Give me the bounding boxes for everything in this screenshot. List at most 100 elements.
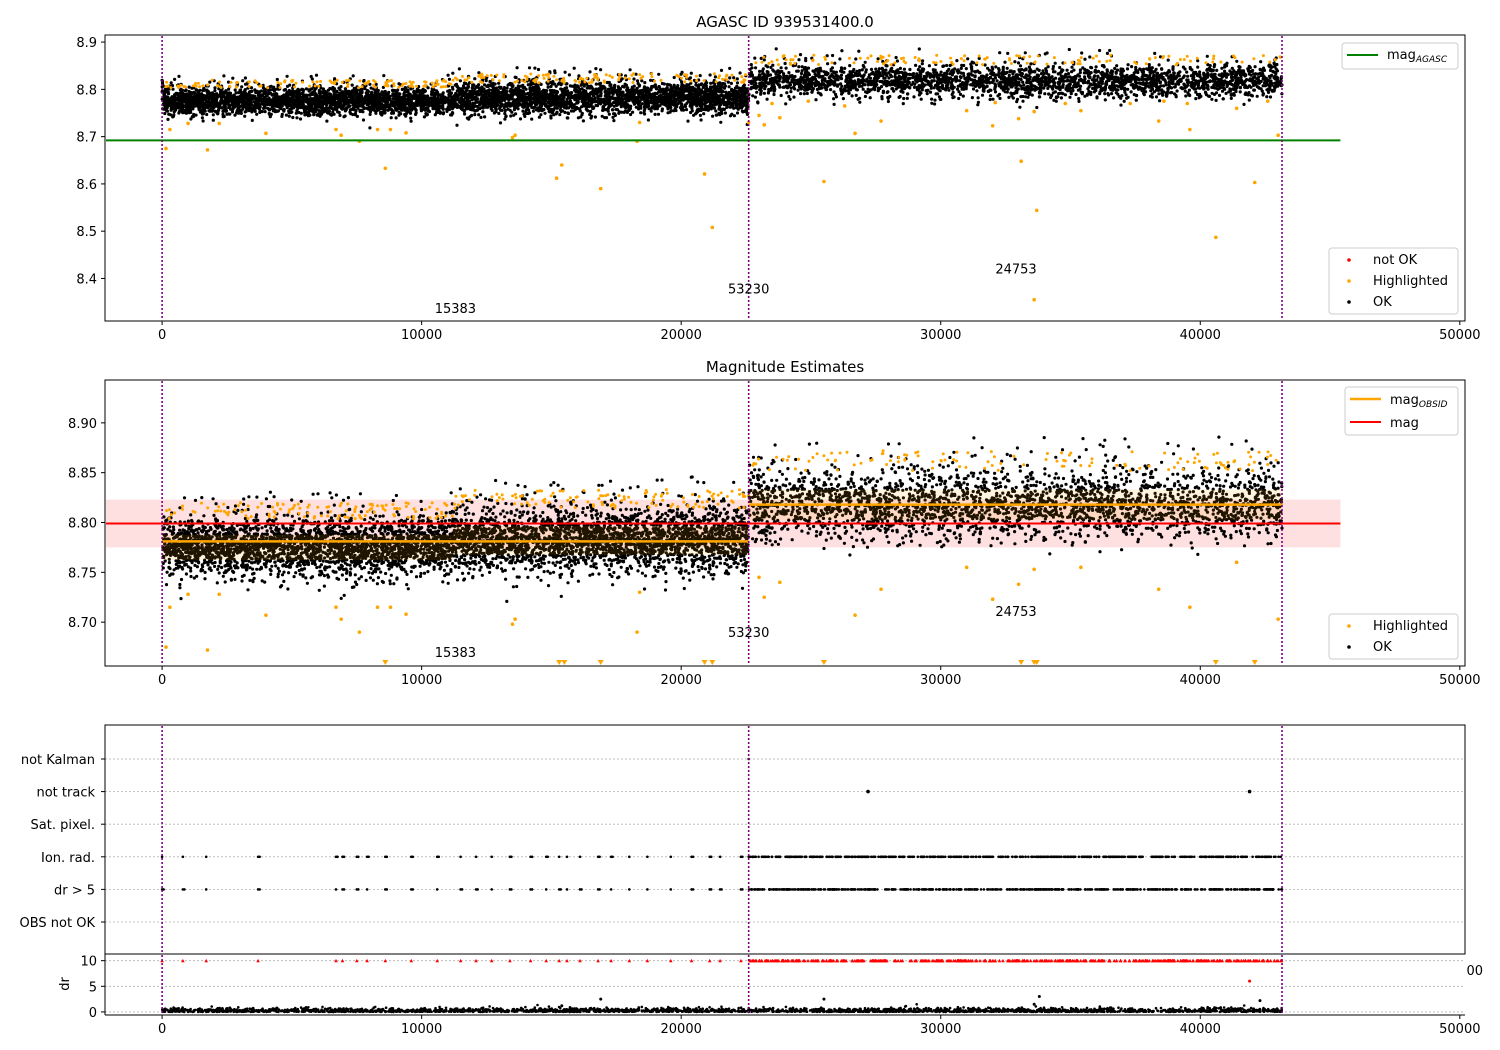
panel2-legend-mag: mag xyxy=(1390,416,1419,431)
panel1-title: AGASC ID 939531400.0 xyxy=(696,13,874,31)
highlighted-point xyxy=(1016,582,1021,587)
highlighted-point xyxy=(554,176,559,181)
agasc-magnitude-panel: AGASC ID 939531400.0 15383 53230 24753 0 10… xyxy=(76,13,1480,343)
panel1-legend-mag-agasc: mag xyxy=(1387,48,1416,63)
highlighted-point xyxy=(1016,116,1021,121)
below-range-marker xyxy=(1251,660,1258,665)
highlighted-point xyxy=(1188,127,1192,132)
highlighted-point xyxy=(510,622,515,626)
highlighted-point xyxy=(1128,101,1132,106)
panel4-x-axis: 0 10000 20000 30000 40000 50000 xyxy=(158,1015,1480,1037)
panel4-dr-points xyxy=(160,958,1284,1014)
highlighted-point xyxy=(513,617,517,621)
flags-panel: OBS not OK dr > 5 Ion. rad. Sat. pixel. not … xyxy=(20,724,1466,955)
below-range-marker xyxy=(561,660,568,665)
panel1-legend-mag-agasc-sub: AGASC xyxy=(1415,55,1448,65)
y-tick-label: 10 xyxy=(80,955,97,970)
below-range-marker xyxy=(1212,660,1219,665)
dr-outlier-point xyxy=(560,1004,564,1008)
y-tick-label: 8.6 xyxy=(76,178,97,193)
highlighted-point xyxy=(1032,567,1036,572)
highlighted-point xyxy=(186,592,190,597)
panel1-y-axis: 8.4 8.5 8.6 8.7 8.8 8.9 xyxy=(76,36,105,287)
x-tick-label: 30000 xyxy=(920,1022,961,1037)
x-tick-label: 30000 xyxy=(920,673,961,688)
panel2-title: Magnitude Estimates xyxy=(706,358,864,376)
panel1-legend-ok: OK xyxy=(1373,295,1392,310)
x-tick-label: 40000 xyxy=(1180,1022,1221,1037)
highlighted-point xyxy=(1079,565,1083,570)
y-tick-label: 8.5 xyxy=(76,225,97,240)
highlighted-point xyxy=(757,113,761,118)
highlighted-point xyxy=(842,104,847,108)
x-tick-label: 10000 xyxy=(401,328,442,343)
highlighted-point xyxy=(186,121,190,126)
highlighted-point xyxy=(964,565,969,570)
y-tick-label: 8.85 xyxy=(68,467,97,482)
obsid-spread-band xyxy=(162,534,453,560)
y-tick-label: 8.4 xyxy=(76,272,97,287)
panel2-legend-ok: OK xyxy=(1373,640,1392,655)
highlighted-point xyxy=(217,121,221,126)
below-range-marker xyxy=(709,660,716,665)
highlighted-point xyxy=(637,590,642,595)
below-range-marker xyxy=(556,660,563,665)
panel1-frame xyxy=(104,34,1466,322)
panel2-point-legend: Highlighted OK xyxy=(1328,613,1459,660)
highlighted-point xyxy=(1032,297,1036,302)
highlighted-point xyxy=(1188,605,1192,610)
highlighted-point xyxy=(375,605,380,610)
highlighted-point xyxy=(778,115,782,120)
y-tick-label: 0 xyxy=(89,1006,97,1021)
highlighted-point xyxy=(1079,108,1083,113)
y-tick-label: 8.80 xyxy=(68,517,97,532)
y-tick-label: 5 xyxy=(89,980,97,995)
below-range-marker xyxy=(597,660,604,665)
highlighted-point xyxy=(1019,159,1023,164)
obsid-label: 53230 xyxy=(728,283,769,298)
highlighted-point xyxy=(1063,101,1068,106)
highlighted-point xyxy=(762,123,767,127)
highlighted-point xyxy=(1156,119,1161,123)
panel2-legend-mag-obsid-sub: OBSID xyxy=(1419,400,1448,410)
below-range-marker xyxy=(701,660,708,665)
dr-outlier-point xyxy=(1032,1002,1036,1006)
flag-label: not Kalman xyxy=(21,753,95,768)
obsid-label: 53230 xyxy=(728,626,769,641)
highlighted-point xyxy=(806,99,811,103)
highlighted-point xyxy=(746,120,751,125)
highlighted-point xyxy=(205,148,210,152)
panel4-stray-tick-label: 00 xyxy=(1466,964,1483,979)
y-tick-label: 8.70 xyxy=(68,616,97,631)
not-track-point xyxy=(1247,789,1252,794)
highlighted-point xyxy=(778,580,782,585)
panel4-ylabel: dr xyxy=(58,977,73,991)
highlighted-point xyxy=(1034,208,1039,213)
highlighted-point xyxy=(762,595,767,600)
highlighted-point xyxy=(388,127,393,132)
flag-label: Sat. pixel. xyxy=(31,818,95,833)
panel1-point-legend: not OK Highlighted OK xyxy=(1328,247,1459,315)
panel2-highlighted-points xyxy=(164,560,1280,665)
highlighted-point xyxy=(1265,99,1270,103)
obsid-label: 15383 xyxy=(435,646,476,661)
highlighted-point xyxy=(1162,99,1166,103)
y-tick-label: 8.90 xyxy=(68,417,97,432)
highlighted-point xyxy=(339,617,343,621)
below-range-marker xyxy=(1033,660,1040,665)
panel4-y-axis: 0 5 10 xyxy=(80,955,105,1021)
dr-outlier-point xyxy=(1248,979,1252,983)
dr-panel: 0 10000 20000 30000 40000 50000 0 5 10 dr 00 xyxy=(58,953,1483,1037)
panel2-line-legend: magOBSID mag xyxy=(1344,386,1459,436)
x-tick-label: 40000 xyxy=(1180,673,1221,688)
x-tick-label: 0 xyxy=(158,328,166,343)
highlighted-point xyxy=(264,613,268,617)
highlighted-point xyxy=(1185,101,1190,106)
highlighted-point xyxy=(1032,109,1036,114)
y-tick-label: 8.7 xyxy=(76,131,97,146)
highlighted-point xyxy=(375,127,380,132)
dr-outlier-point xyxy=(1258,999,1262,1003)
highlighted-point xyxy=(1156,587,1161,592)
highlighted-point xyxy=(168,605,172,610)
